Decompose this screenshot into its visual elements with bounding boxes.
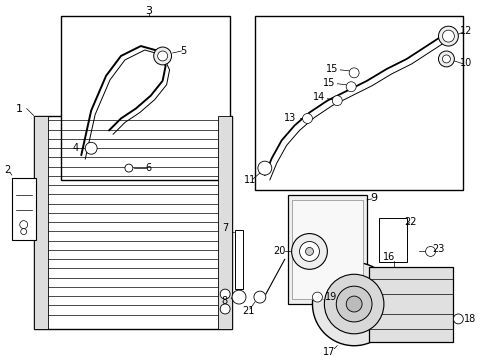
- Text: 12: 12: [459, 26, 471, 36]
- Circle shape: [312, 292, 322, 302]
- Circle shape: [253, 291, 265, 303]
- Bar: [34, 116, 232, 329]
- Text: 3: 3: [145, 6, 152, 16]
- Text: 15: 15: [323, 78, 335, 88]
- Text: 15: 15: [325, 64, 338, 74]
- Circle shape: [452, 314, 462, 324]
- Circle shape: [438, 51, 453, 67]
- Text: 19: 19: [325, 292, 337, 302]
- Text: 21: 21: [241, 306, 254, 316]
- Text: 2: 2: [5, 165, 11, 175]
- Circle shape: [232, 290, 245, 304]
- Text: 4: 4: [72, 143, 78, 153]
- Circle shape: [220, 304, 230, 314]
- Circle shape: [438, 26, 457, 46]
- Bar: [378, 218, 406, 262]
- Text: 7: 7: [222, 222, 228, 233]
- Bar: [287, 195, 366, 304]
- Text: 20: 20: [273, 247, 285, 256]
- Text: 16: 16: [382, 252, 394, 262]
- Text: 13: 13: [283, 113, 295, 123]
- Bar: [12, 178, 36, 239]
- Bar: [254, 16, 462, 190]
- Bar: [218, 116, 232, 329]
- Circle shape: [124, 164, 133, 172]
- Text: 9: 9: [370, 193, 377, 203]
- Circle shape: [346, 82, 355, 92]
- Text: 17: 17: [323, 347, 335, 357]
- Circle shape: [336, 286, 371, 322]
- Circle shape: [312, 262, 395, 346]
- Text: 10: 10: [459, 58, 471, 68]
- Circle shape: [346, 296, 361, 312]
- Circle shape: [348, 68, 358, 78]
- Circle shape: [442, 30, 453, 42]
- Circle shape: [305, 247, 313, 255]
- Text: 11: 11: [244, 175, 256, 185]
- Bar: [61, 16, 230, 180]
- Bar: [34, 116, 47, 329]
- Circle shape: [442, 55, 449, 63]
- Text: 23: 23: [431, 244, 444, 255]
- Circle shape: [157, 51, 167, 61]
- Circle shape: [257, 161, 271, 175]
- Circle shape: [20, 229, 27, 235]
- Circle shape: [291, 234, 326, 269]
- Text: 14: 14: [313, 92, 325, 102]
- Bar: [235, 230, 243, 289]
- Text: 6: 6: [145, 163, 151, 173]
- Bar: [291, 200, 362, 299]
- Circle shape: [299, 242, 319, 261]
- Circle shape: [332, 96, 342, 105]
- Circle shape: [153, 47, 171, 65]
- Text: 22: 22: [404, 217, 416, 227]
- Circle shape: [20, 221, 28, 229]
- Text: 18: 18: [463, 314, 475, 324]
- Text: 5: 5: [180, 46, 186, 56]
- Circle shape: [85, 142, 97, 154]
- Circle shape: [302, 113, 312, 123]
- Circle shape: [324, 274, 383, 334]
- Text: 1: 1: [16, 104, 23, 113]
- Circle shape: [220, 289, 230, 299]
- Circle shape: [425, 247, 435, 256]
- Text: 8: 8: [221, 296, 227, 306]
- Bar: [368, 267, 452, 342]
